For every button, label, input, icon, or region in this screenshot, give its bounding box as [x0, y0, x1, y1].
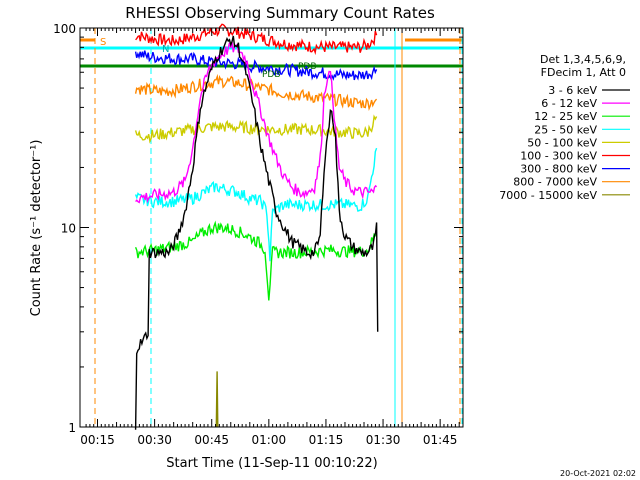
footer-timestamp: 20-Oct-2021 02:02 [560, 469, 636, 478]
flag-label-n: N [162, 44, 169, 55]
series-line-7000-15000 [215, 371, 219, 428]
y-axis: 1 10 100 [53, 22, 463, 435]
x-axis: 00:15 00:30 00:45 01:00 01:15 01:30 01:45 [80, 28, 460, 447]
legend-title-line: Det 1,3,4,5,6,9, [540, 53, 626, 66]
flag-label-pdb-1: PDB [262, 70, 281, 80]
legend-label: 12 - 25 keV [534, 110, 597, 123]
legend-label: 25 - 50 keV [534, 123, 597, 136]
series-line-12-25 [134, 220, 378, 301]
x-tick-label: 00:15 [80, 433, 115, 447]
series-line-3-6 [134, 35, 379, 430]
series-line-25-50 [134, 147, 378, 262]
x-tick-label: 00:45 [194, 433, 229, 447]
y-axis-label: Count Rate (s⁻¹ detector⁻¹) [29, 140, 44, 317]
flag-label-s: S [100, 37, 106, 48]
legend-label: 800 - 7000 keV [513, 176, 597, 189]
x-tick-label: 01:45 [423, 433, 458, 447]
x-tick-label: 01:00 [252, 433, 287, 447]
y-tick-label: 10 [61, 222, 76, 236]
x-tick-label: 01:15 [309, 433, 344, 447]
legend-title-line: FDecim 1, Att 0 [541, 66, 626, 79]
x-axis-label: Start Time (11-Sep-11 00:10:22) [166, 456, 377, 471]
series-line-100-300 [135, 23, 378, 56]
legend-label: 6 - 12 keV [541, 97, 597, 110]
attenuator-flag-lines [80, 28, 463, 427]
series-layer [134, 23, 379, 430]
y-tick-label: 100 [53, 22, 76, 36]
series-line-800-7000 [134, 73, 378, 111]
legend-label: 100 - 300 keV [520, 150, 597, 163]
flag-label-pdb-2: PDB [298, 62, 317, 72]
series-line-6-12 [135, 41, 378, 204]
series-line-300-800 [134, 50, 378, 81]
legend-label: 50 - 100 keV [527, 136, 597, 149]
legend-label: 7000 - 15000 keV [499, 189, 597, 202]
legend-label: 3 - 6 keV [548, 84, 597, 97]
x-tick-label: 00:30 [137, 433, 172, 447]
y-tick-label: 1 [68, 421, 76, 435]
chart-title: RHESSI Observing Summary Count Rates [125, 4, 435, 22]
x-tick-label: 01:30 [366, 433, 401, 447]
legend-label: 300 - 800 keV [520, 163, 597, 176]
legend: Det 1,3,4,5,6,9,FDecim 1, Att 0 3 - 6 keV… [499, 53, 630, 202]
